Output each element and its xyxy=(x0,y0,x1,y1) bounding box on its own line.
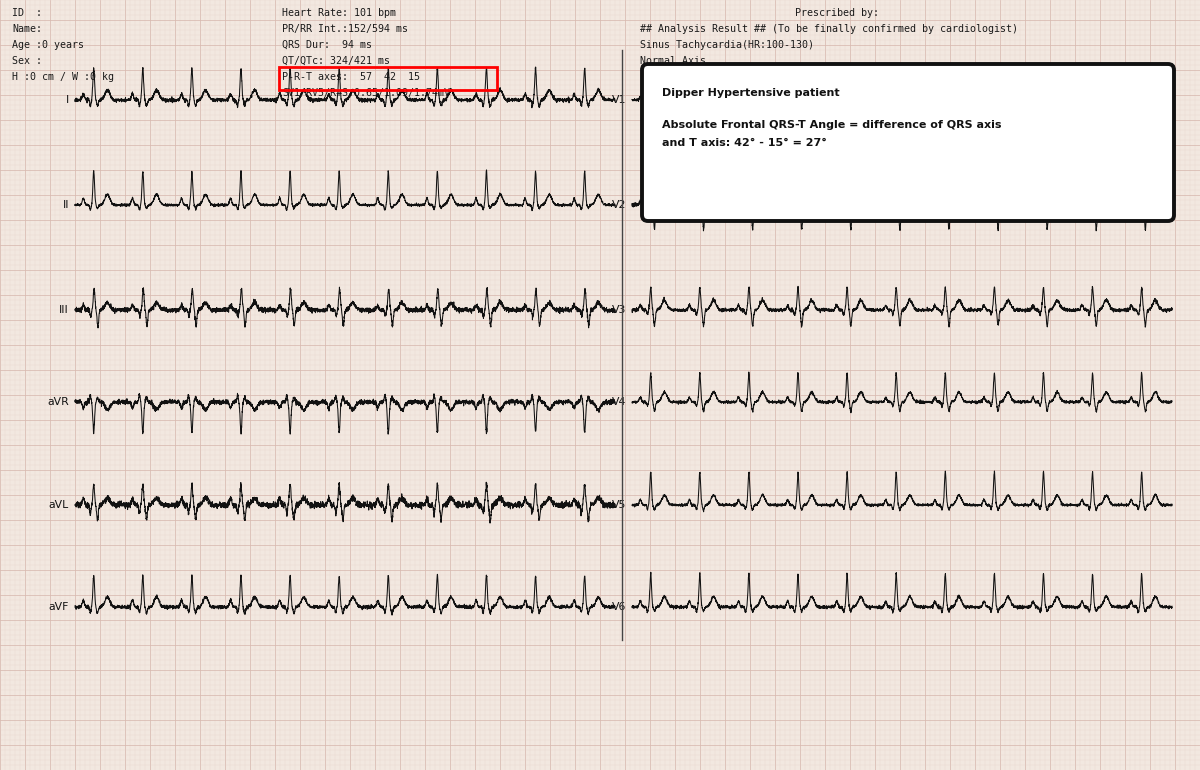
Text: Absolute Frontal QRS-T Angle = difference of QRS axis: Absolute Frontal QRS-T Angle = differenc… xyxy=(662,120,1002,130)
Text: and T axis: 42° - 15° = 27°: and T axis: 42° - 15° = 27° xyxy=(662,138,827,148)
Text: P-R-T axes:  57  42  15: P-R-T axes: 57 42 15 xyxy=(282,72,420,82)
Text: II: II xyxy=(62,200,70,210)
Text: PR/RR Int.:152/594 ms: PR/RR Int.:152/594 ms xyxy=(282,24,408,34)
Text: QRS Dur:  94 ms: QRS Dur: 94 ms xyxy=(282,40,372,50)
Text: I: I xyxy=(66,95,70,105)
Text: Name:: Name: xyxy=(12,24,42,34)
Text: aVR: aVR xyxy=(47,397,70,407)
Text: ID  :: ID : xyxy=(12,8,42,18)
Text: aVL: aVL xyxy=(49,500,70,510)
Text: Age :0 years: Age :0 years xyxy=(12,40,84,50)
Text: Heart Rate: 101 bpm: Heart Rate: 101 bpm xyxy=(282,8,396,18)
Text: III: III xyxy=(59,305,70,315)
Text: V4: V4 xyxy=(612,397,626,407)
FancyBboxPatch shape xyxy=(642,64,1174,221)
Text: SV1/RV5/R+S:0.65/1.09/1.74mV: SV1/RV5/R+S:0.65/1.09/1.74mV xyxy=(282,88,450,98)
Text: H :0 cm / W :0 kg: H :0 cm / W :0 kg xyxy=(12,72,114,82)
Text: [ Minimally Abnormal or Normal Variation ECG ]: [ Minimally Abnormal or Normal Variation… xyxy=(640,72,916,82)
Text: aVF: aVF xyxy=(49,602,70,612)
Text: V1: V1 xyxy=(612,95,626,105)
Text: Prescribed by:: Prescribed by: xyxy=(796,8,878,18)
Text: Sex :: Sex : xyxy=(12,56,42,66)
Text: V3: V3 xyxy=(612,305,626,315)
Text: Dipper Hypertensive patient: Dipper Hypertensive patient xyxy=(662,88,840,98)
Text: V6: V6 xyxy=(612,602,626,612)
Text: Normal Axis: Normal Axis xyxy=(640,56,706,66)
Text: Sinus Tachycardia(HR:100-130): Sinus Tachycardia(HR:100-130) xyxy=(640,40,814,50)
Text: QT/QTc: 324/421 ms: QT/QTc: 324/421 ms xyxy=(282,56,390,66)
Text: V5: V5 xyxy=(612,500,626,510)
Text: V2: V2 xyxy=(612,200,626,210)
Text: ## Analysis Result ## (To be finally confirmed by cardiologist): ## Analysis Result ## (To be finally con… xyxy=(640,24,1018,34)
